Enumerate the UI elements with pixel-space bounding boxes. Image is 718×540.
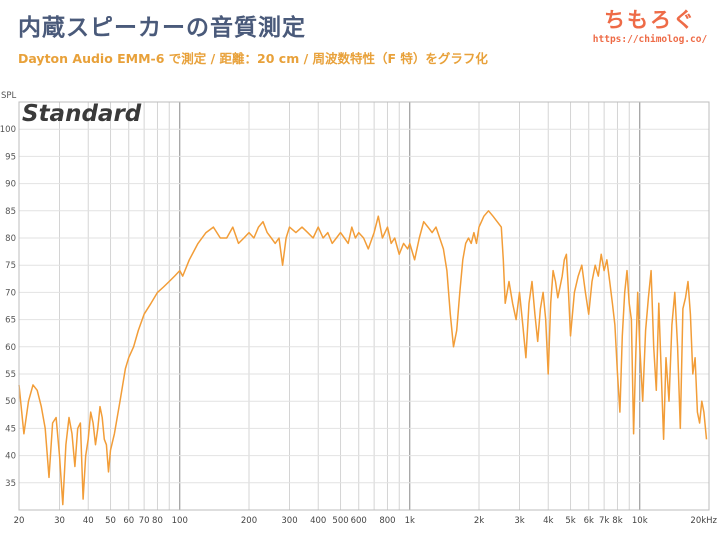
y-tick-label: 35 [5,479,16,489]
frequency-response-line [18,210,708,506]
brand-name: ちもろぐ [604,8,696,32]
x-tick-label: 200 [241,516,257,526]
y-tick-label: 90 [5,180,16,190]
page-title: 内蔵スピーカーの音質測定 [18,15,306,41]
y-tick-label: 55 [5,370,16,380]
y-tick-label: 65 [5,316,16,326]
y-tick-label: 45 [5,424,16,434]
x-tick-label: 5k [565,516,575,526]
chart-title: Standard [22,101,142,127]
x-tick-label: 1k [405,516,415,526]
y-tick-label: 70 [5,288,16,298]
x-tick-label: 80 [152,516,163,526]
y-tick-label: 80 [5,234,16,244]
y-axis-label: SPL [1,91,17,101]
x-tick-label: 40 [83,516,94,526]
x-tick-label: 400 [310,516,326,526]
x-tick-label: 50 [105,516,116,526]
y-tick-label: 95 [5,152,16,162]
x-tick-label: 6k [584,516,594,526]
x-tick-label: 300 [281,516,297,526]
x-tick-label: 800 [379,516,395,526]
x-tick-label: 20kHz [690,516,717,526]
y-tick-label: 50 [5,397,16,407]
y-tick-label: 40 [5,452,16,462]
x-tick-label: 70 [139,516,150,526]
x-tick-label: 60 [123,516,134,526]
x-tick-label: 3k [514,516,524,526]
x-tick-label: 4k [543,516,553,526]
x-tick-label: 8k [612,516,622,526]
x-tick-label: 30 [54,516,65,526]
brand-logo[interactable]: ちもろぐ https://chimolog.co/ [590,4,710,45]
plot-frame [18,101,710,511]
x-tick-label: 500 [332,516,348,526]
y-tick-label: 85 [5,207,16,217]
x-tick-label: 600 [351,516,367,526]
plot-area [18,101,710,511]
page-subtitle: Dayton Audio EMM-6 で測定 / 距離：20 cm / 周波数特… [18,51,488,66]
x-tick-label: 7k [599,516,609,526]
y-tick-label: 60 [5,343,16,353]
y-tick-label: 100 [0,125,16,135]
y-tick-label: 75 [5,261,16,271]
x-tick-label: 100 [172,516,188,526]
x-tick-label: 20 [14,516,25,526]
x-tick-label: 10k [632,516,648,526]
brand-url: https://chimolog.co/ [592,34,708,45]
x-tick-label: 2k [474,516,484,526]
